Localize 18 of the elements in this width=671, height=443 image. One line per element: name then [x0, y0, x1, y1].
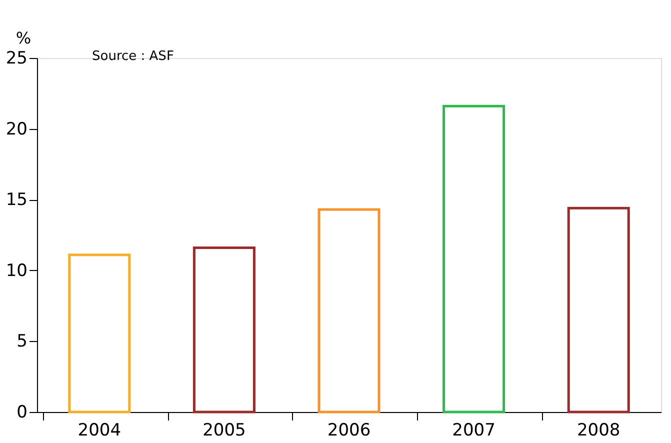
- y-tick-label: 15: [6, 190, 28, 210]
- y-tick-label: 5: [16, 332, 28, 352]
- bar: [567, 206, 630, 414]
- bar: [442, 104, 506, 414]
- x-tick-label: 2008: [576, 420, 620, 440]
- x-tick-label: 2004: [78, 420, 122, 440]
- y-axis-title: %: [16, 28, 32, 48]
- bar: [318, 208, 380, 414]
- bar: [192, 246, 256, 414]
- y-tick-label: 20: [6, 119, 28, 140]
- y-tick-label: 0: [16, 402, 28, 422]
- y-tick-label: 25: [6, 48, 28, 68]
- annotation: Source : ASF: [92, 49, 174, 64]
- bar: [68, 254, 131, 414]
- x-tick-label: 2007: [452, 420, 496, 440]
- y-tick-label: 10: [6, 260, 28, 281]
- x-tick-label: 2006: [327, 420, 371, 440]
- x-tick-label: 2005: [202, 420, 246, 440]
